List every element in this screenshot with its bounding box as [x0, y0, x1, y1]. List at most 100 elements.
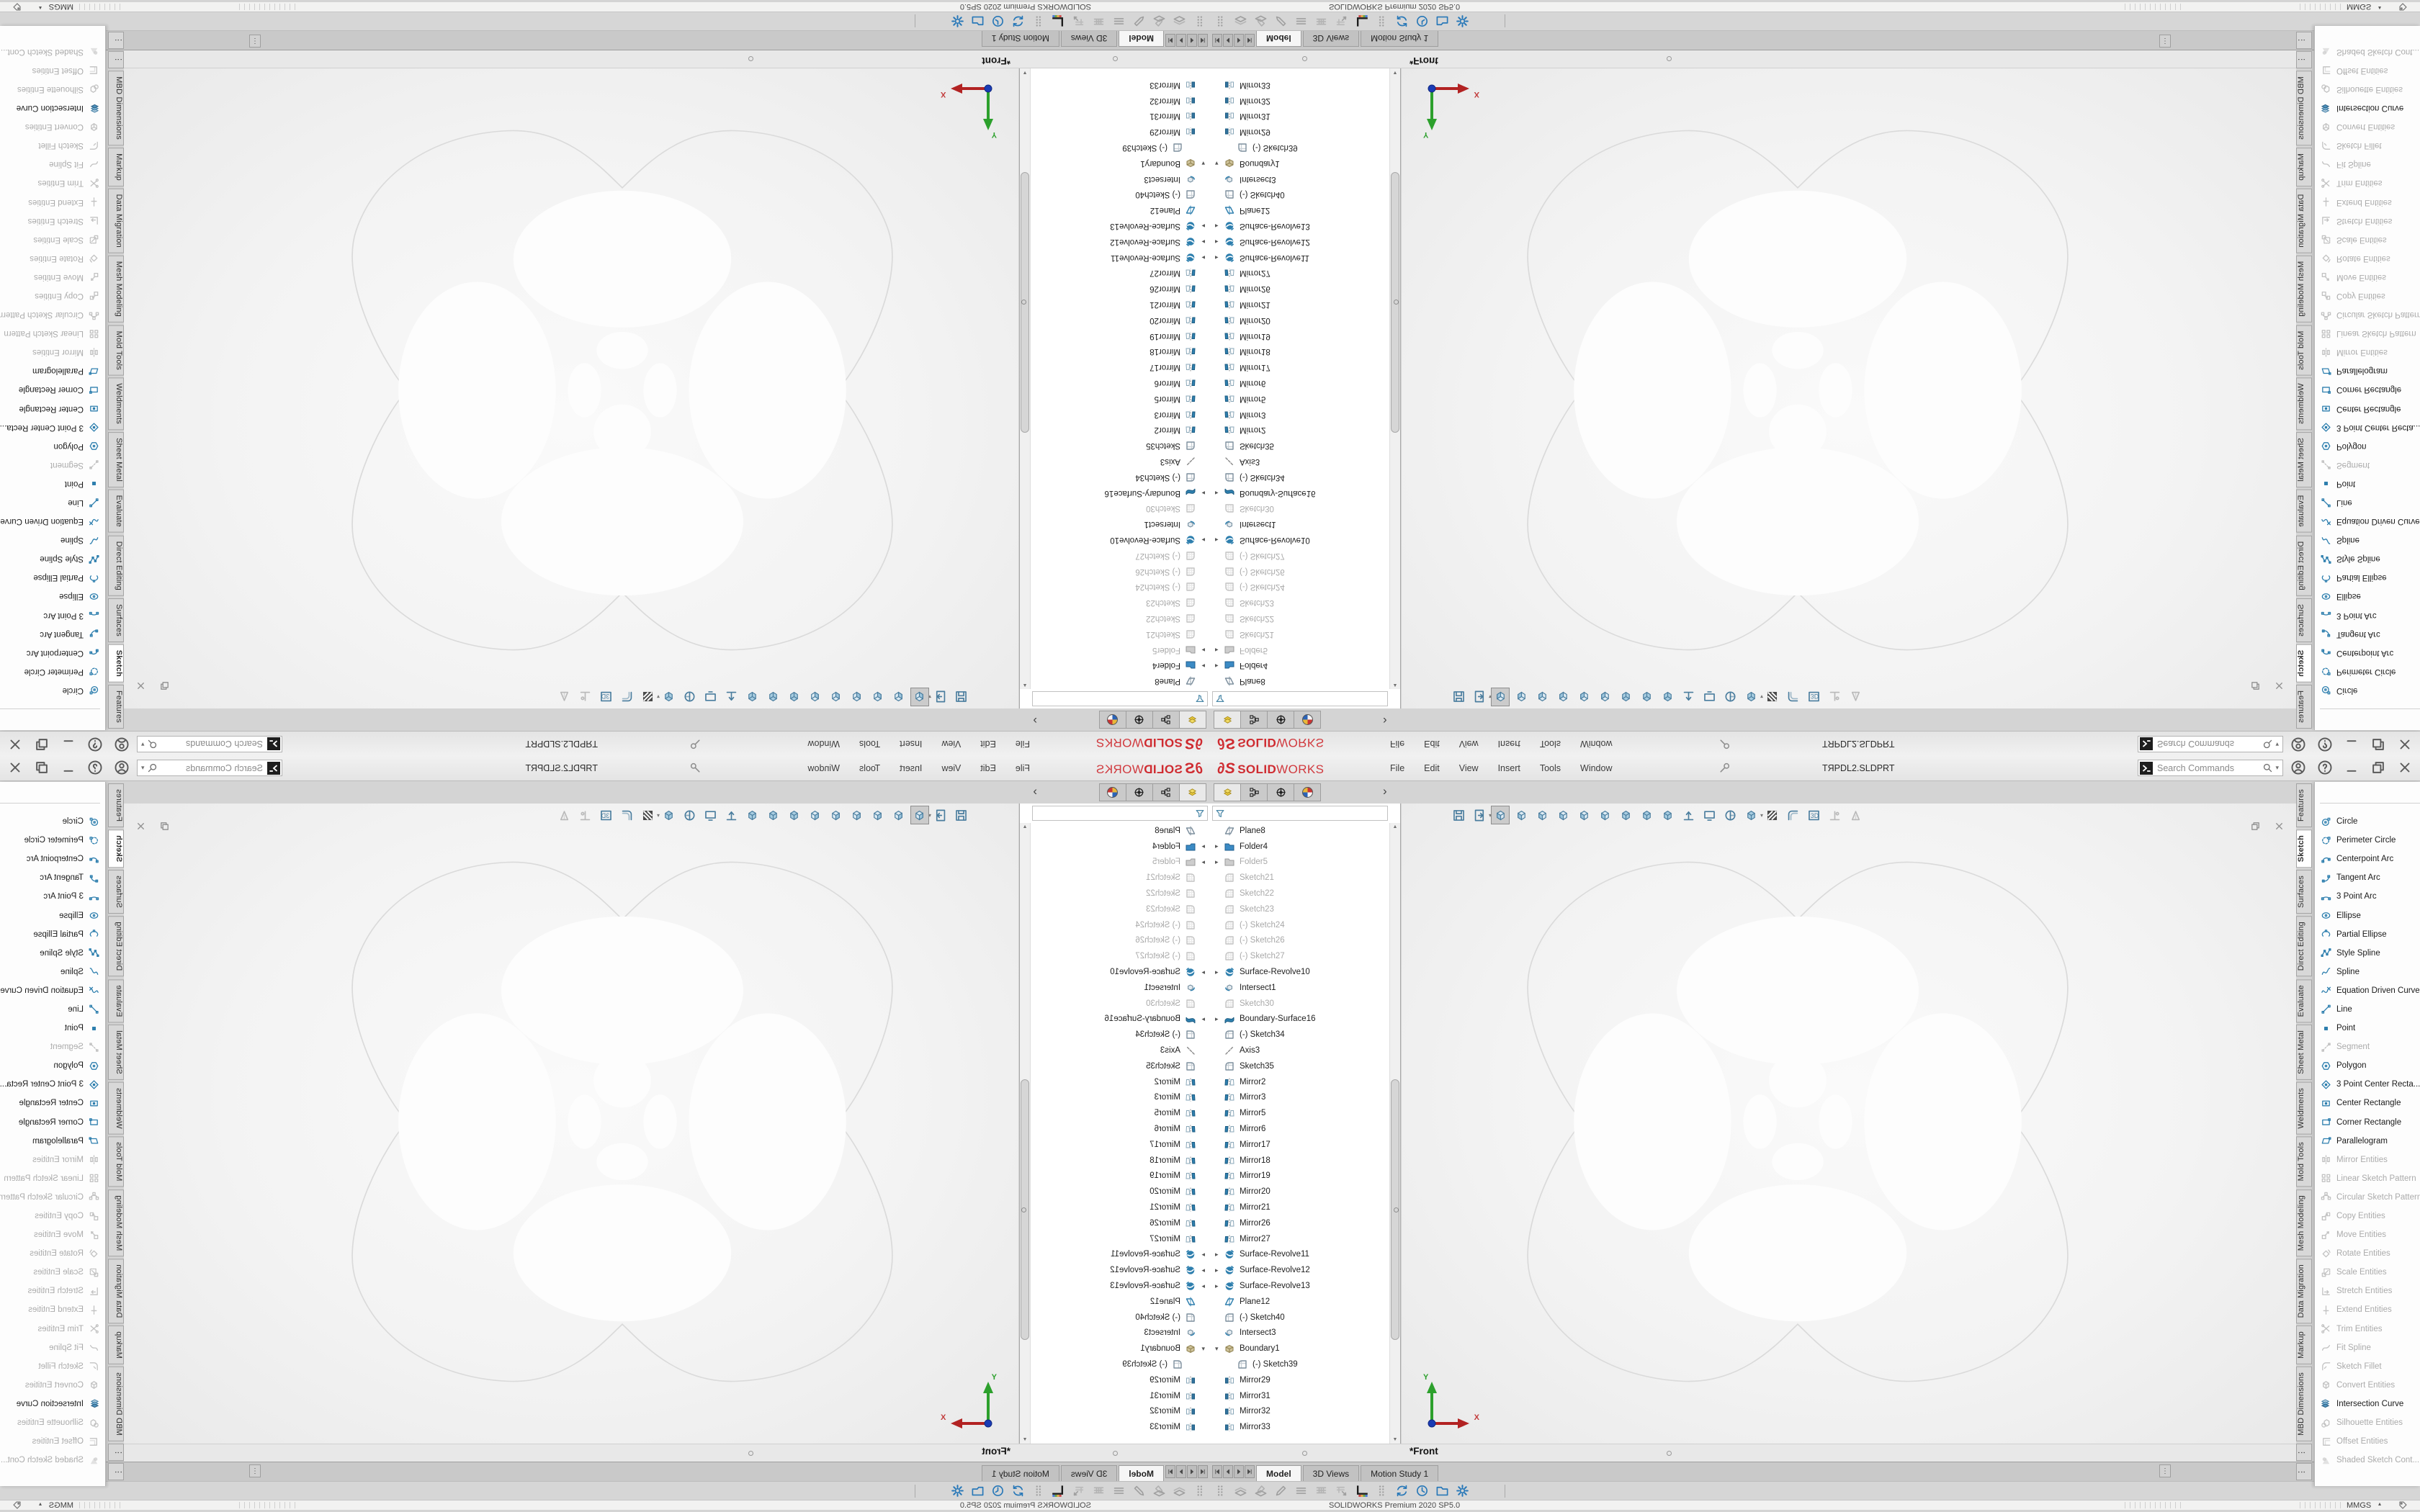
flyout-menu-item[interactable]: Intersection Curve: [0, 99, 105, 117]
view-toolbar-button[interactable]: [1679, 688, 1698, 706]
grid-arrow-icon[interactable]: [1335, 1484, 1348, 1498]
flyout-menu-item[interactable]: Perimeter Circle: [0, 831, 105, 850]
flyout-menu-item[interactable]: Circular Sketch Pattern: [2315, 1188, 2420, 1207]
tree-item[interactable]: Mirror33: [1210, 77, 1389, 93]
pencil-icon[interactable]: [1132, 1484, 1146, 1498]
view-toolbar-button[interactable]: [722, 688, 741, 706]
tree-item[interactable]: Surface-Revolve10: [1210, 964, 1389, 980]
units-dropdown-icon[interactable]: ▴: [2378, 5, 2382, 12]
tree-item[interactable]: Mirror26: [1031, 1215, 1210, 1231]
tree-item[interactable]: Mirror32: [1031, 93, 1210, 109]
view-toolbar-button[interactable]: [1721, 688, 1739, 706]
view-toolbar-button[interactable]: [827, 688, 846, 706]
flyout-menu-item[interactable]: Rotate Entities: [2315, 249, 2420, 268]
tree-item[interactable]: Surface-Revolve13: [1210, 218, 1389, 234]
tree-filter-input[interactable]: [1032, 806, 1208, 821]
menu-item[interactable]: View: [941, 739, 962, 749]
tree-item[interactable]: Mirror6: [1031, 375, 1210, 391]
expand-arrow-icon[interactable]: [1215, 536, 1224, 544]
panel-expand-chevron-icon[interactable]: ›: [1383, 714, 1387, 728]
tree-item[interactable]: Mirror17: [1210, 1137, 1389, 1153]
document-tab[interactable]: Motion Study 1: [981, 30, 1059, 47]
tree-item[interactable]: Mirror17: [1031, 359, 1210, 375]
hbars-icon[interactable]: [1112, 1484, 1126, 1498]
view-toolbar-button[interactable]: [1658, 806, 1677, 824]
commandmanager-tab[interactable]: Weldments: [2296, 377, 2312, 431]
tree-item[interactable]: Plane8: [1210, 823, 1389, 839]
tree-item[interactable]: Mirror17: [1210, 359, 1389, 375]
view-toolbar-button[interactable]: [722, 806, 741, 824]
tab-nav-button[interactable]: [1234, 34, 1244, 47]
tree-item[interactable]: Sketch35: [1031, 1058, 1210, 1074]
drag-dots-icon[interactable]: [1031, 1484, 1045, 1498]
tree-item[interactable]: Folder5: [1031, 855, 1210, 870]
flyout-menu-item[interactable]: Shaded Sketch Cont...: [0, 42, 105, 61]
tree-item[interactable]: Sketch21: [1210, 870, 1389, 886]
menu-item[interactable]: Insert: [1497, 739, 1520, 749]
menu-item[interactable]: Tools: [1539, 739, 1561, 749]
featuremanager-tab[interactable]: [1267, 783, 1294, 801]
view-toolbar-button[interactable]: [889, 688, 908, 706]
commandmanager-tab[interactable]: Features: [2296, 783, 2312, 828]
tree-item[interactable]: (-) Sketch34: [1210, 1027, 1389, 1043]
flyout-menu-item[interactable]: Extend Entities: [2315, 1300, 2420, 1319]
tree-item[interactable]: Surface-Revolve13: [1031, 1278, 1210, 1294]
flyout-menu-item[interactable]: Trim Entities: [0, 1320, 105, 1338]
document-tab[interactable]: Model: [1256, 1465, 1301, 1482]
tree-item[interactable]: Sketch23: [1210, 901, 1389, 917]
search-dropdown-icon[interactable]: ▾: [141, 764, 145, 771]
tree-item[interactable]: Boundary-Surface16: [1031, 485, 1210, 501]
expand-arrow-icon[interactable]: [1215, 1266, 1224, 1274]
flyout-menu-item[interactable]: Intersection Curve: [2315, 99, 2420, 117]
flyout-menu-item[interactable]: 3 Point Arc: [2315, 887, 2420, 906]
scrollbar-thumb[interactable]: [1021, 1079, 1029, 1340]
commandmanager-tab[interactable]: Markup: [108, 147, 124, 186]
commandmanager-tab[interactable]: Sheet Metal: [108, 432, 124, 488]
featuremanager-tab[interactable]: [1152, 711, 1180, 729]
commandmanager-tab[interactable]: Mold Tools: [2296, 1136, 2312, 1187]
tree-item[interactable]: Mirror27: [1031, 1231, 1210, 1247]
view-toolbar-button[interactable]: [1783, 688, 1802, 706]
menu-item[interactable]: Edit: [1424, 763, 1440, 773]
flyout-menu-item[interactable]: Copy Entities: [0, 287, 105, 305]
view-toolbar-button[interactable]: [1762, 806, 1781, 824]
expand-arrow-icon[interactable]: [1196, 842, 1205, 850]
flyout-menu-item[interactable]: Fit Spline: [0, 155, 105, 174]
tree-item[interactable]: Plane8: [1031, 823, 1210, 839]
help-icon[interactable]: [2317, 737, 2333, 752]
restore-button[interactable]: [34, 737, 50, 752]
flyout-menu-item[interactable]: 3 Point Arc: [0, 606, 105, 625]
view-toolbar-button[interactable]: [681, 806, 699, 824]
tree-item[interactable]: Sketch30: [1210, 500, 1389, 516]
flyout-menu-item[interactable]: Line: [0, 493, 105, 512]
flyout-menu-item[interactable]: Tangent Arc: [0, 868, 105, 887]
close-button[interactable]: [7, 760, 23, 775]
view-toolbar-button[interactable]: [702, 688, 720, 706]
view-toolbar-button[interactable]: [702, 806, 720, 824]
flyout-menu-item[interactable]: Circular Sketch Pattern: [0, 305, 105, 324]
document-tab[interactable]: Model: [1119, 30, 1164, 47]
tree-item[interactable]: Plane12: [1210, 202, 1389, 218]
splitter-grip[interactable]: [1113, 1451, 1118, 1456]
document-tab[interactable]: Motion Study 1: [1361, 1465, 1439, 1482]
flyout-menu-item[interactable]: Line: [0, 1000, 105, 1019]
tree-item[interactable]: Mirror33: [1210, 1419, 1389, 1435]
tree-item[interactable]: Surface-Revolve11: [1210, 250, 1389, 266]
flyout-menu-item[interactable]: Scale Entities: [2315, 1263, 2420, 1282]
flyout-menu-item[interactable]: Segment: [2315, 1038, 2420, 1056]
tree-item[interactable]: Mirror5: [1210, 1105, 1389, 1121]
flyout-menu-item[interactable]: Extend Entities: [0, 1300, 105, 1319]
flyout-menu-item[interactable]: Offset Entities: [0, 1432, 105, 1451]
view-toolbar-button[interactable]: [785, 688, 804, 706]
view-toolbar-button[interactable]: [827, 806, 846, 824]
panel-expand-chevron-icon[interactable]: ›: [1033, 784, 1037, 798]
view-toolbar-button[interactable]: [660, 806, 678, 824]
commandmanager-tab[interactable]: Evaluate: [108, 978, 124, 1022]
tree-item[interactable]: (-) Sketch24: [1031, 579, 1210, 595]
tab-nav-button[interactable]: [1223, 34, 1233, 47]
flyout-menu-item[interactable]: Mirror Entities: [0, 343, 105, 361]
drag-dots-icon[interactable]: [1214, 1484, 1227, 1498]
gear-blue-icon[interactable]: [1456, 14, 1469, 28]
tree-item[interactable]: Mirror31: [1210, 109, 1389, 125]
tree-item[interactable]: Mirror3: [1210, 1090, 1389, 1106]
